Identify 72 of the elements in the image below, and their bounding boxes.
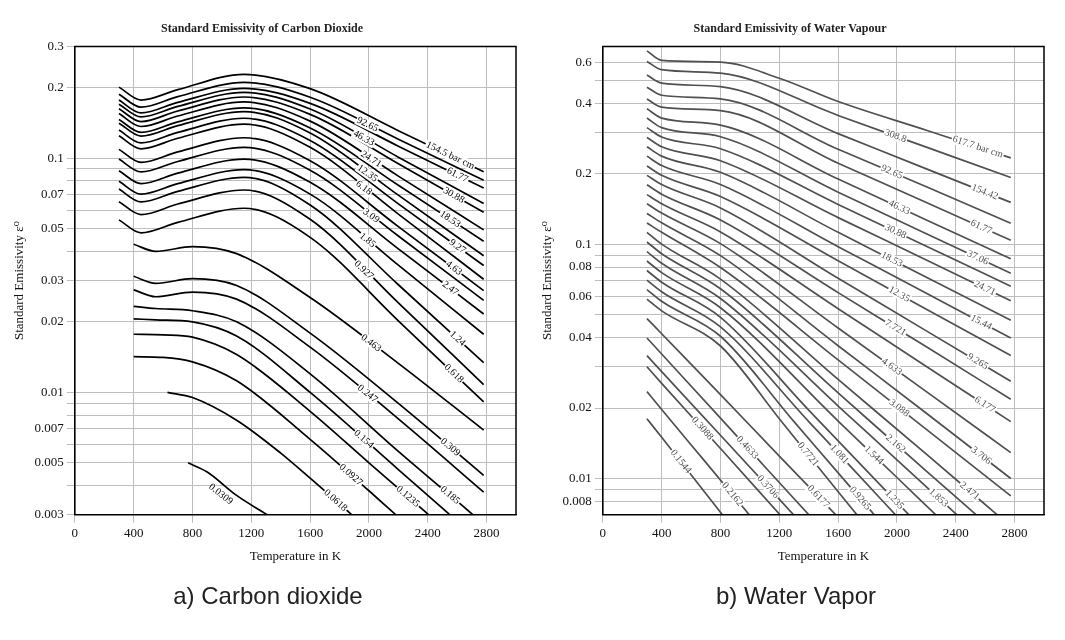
text: a) Carbon dioxide [172, 582, 364, 610]
y-tick-label: 0.07 [41, 185, 65, 201]
y-tick-label: 0.2 [575, 165, 592, 181]
x-tick-label: 1200 [238, 525, 265, 541]
text: 30.88 [883, 220, 909, 241]
text: 15.44 [969, 311, 995, 332]
y-tick-label: 0.05 [41, 220, 64, 236]
y-tick-label: 0.04 [569, 328, 593, 344]
text: 9.27 [447, 236, 469, 256]
y-tick-label: 0.2 [47, 79, 64, 95]
text: 0.247 [355, 381, 381, 405]
x-tick-label: 400 [651, 525, 672, 541]
x-tick-label: 800 [182, 525, 203, 541]
y-tick-label: 0.008 [562, 492, 592, 508]
y-tick-label: 0.01 [41, 383, 64, 399]
x-tick-label: 400 [123, 525, 144, 541]
text: 3.09 [361, 205, 383, 225]
x-tick-label: 2000 [883, 525, 910, 541]
text: 4.633 [879, 354, 905, 378]
text: 3.088 [887, 396, 912, 419]
text: 154.42 [970, 181, 1000, 202]
y-tick-label: 0.005 [34, 454, 64, 470]
text: 1.24 [447, 328, 469, 348]
y-tick-label: 0.3 [47, 37, 64, 53]
text: 61.77 [969, 216, 995, 236]
y-tick-label: 0.02 [41, 313, 64, 329]
x-tick-label: 1200 [766, 525, 793, 541]
text: 30.88 [441, 184, 467, 205]
x-tick-label: 2800 [1001, 525, 1028, 541]
text: 1.85 [357, 229, 379, 250]
y-tick-label: 0.1 [47, 149, 64, 165]
y-tick-label: 0.06 [569, 287, 593, 303]
text: 9.265 [965, 350, 991, 372]
x-tick-label: 2800 [473, 525, 500, 541]
text: 6.177 [972, 393, 998, 415]
text: b) Water Vapor [714, 582, 878, 610]
text: 0.463 [359, 331, 385, 354]
x-axis-title: Temperature in K [249, 547, 342, 563]
text: 12.35 [887, 283, 913, 304]
y-axis-title: Standard Emissivity ε⁰ [539, 221, 555, 341]
x-tick-label: 1600 [297, 525, 324, 541]
y-tick-label: 0.01 [569, 469, 592, 485]
text: 37.06 [965, 247, 991, 267]
x-tick-label: 2400 [414, 525, 441, 541]
text: 2.47 [440, 278, 462, 298]
y-tick-label: 0.08 [569, 258, 592, 274]
y-axis-title: Standard Emissivity ε⁰ [11, 221, 27, 341]
y-tick-label: 0.003 [34, 506, 64, 522]
text: 617.7 bar cm [951, 132, 1005, 160]
text: 24.71 [972, 277, 998, 298]
x-tick-label: 1600 [825, 525, 852, 541]
text: 18.53 [438, 207, 464, 230]
text: 308.8 [883, 126, 909, 145]
x-tick-label: 0 [71, 525, 79, 541]
x-tick-label: 800 [710, 525, 731, 541]
chart-title: Standard Emissivity of Carbon Dioxide [160, 21, 364, 36]
y-tick-label: 0.03 [41, 272, 64, 288]
y-tick-label: 0.02 [569, 399, 592, 415]
text: 46.33 [887, 196, 913, 217]
x-tick-label: 2000 [355, 525, 382, 541]
text: 4.63 [444, 257, 465, 278]
x-tick-label: 2400 [942, 525, 969, 541]
text: 7.721 [883, 316, 909, 338]
text: 92.65 [879, 161, 905, 181]
chart-title: Standard Emissivity of Water Vapour [693, 21, 888, 36]
y-tick-label: 0.007 [34, 420, 65, 436]
y-tick-label: 0.1 [575, 235, 592, 251]
x-axis-title: Temperature in K [777, 547, 870, 563]
y-tick-label: 0.4 [575, 94, 593, 110]
y-tick-label: 0.6 [575, 53, 593, 69]
x-tick-label: 0 [599, 525, 607, 541]
text: 18.53 [879, 248, 905, 269]
